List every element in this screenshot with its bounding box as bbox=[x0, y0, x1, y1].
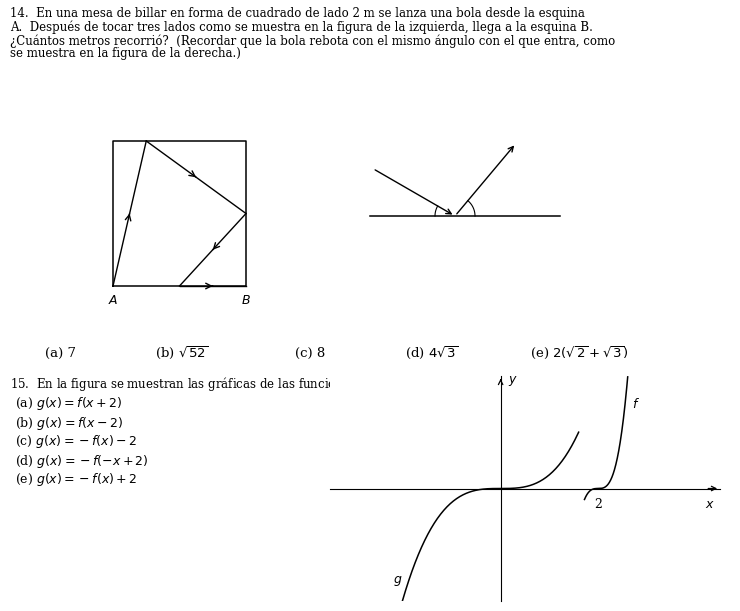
Text: $x$: $x$ bbox=[705, 499, 715, 511]
Text: (e) $2(\sqrt{2}+\sqrt{3})$: (e) $2(\sqrt{2}+\sqrt{3})$ bbox=[530, 345, 628, 362]
Text: (a) $g(x) = f(x+2)$: (a) $g(x) = f(x+2)$ bbox=[15, 395, 122, 412]
Text: 2: 2 bbox=[594, 499, 602, 511]
Text: $f$: $f$ bbox=[632, 398, 640, 411]
Text: (d) $g(x) = -f(-x+2)$: (d) $g(x) = -f(-x+2)$ bbox=[15, 453, 149, 469]
Text: se muestra en la figura de la derecha.): se muestra en la figura de la derecha.) bbox=[10, 48, 241, 60]
Text: $y$: $y$ bbox=[508, 374, 518, 388]
Text: (d) $4\sqrt{3}$: (d) $4\sqrt{3}$ bbox=[405, 345, 459, 362]
Text: 15.  En la figura se muestran las gráficas de las funciones $f$ y $g$.  ¿Cuál es: 15. En la figura se muestran las gráfica… bbox=[10, 375, 585, 393]
Text: 14.  En una mesa de billar en forma de cuadrado de lado 2 m se lanza una bola de: 14. En una mesa de billar en forma de cu… bbox=[10, 7, 585, 20]
Text: (b) $g(x) = f(x-2)$: (b) $g(x) = f(x-2)$ bbox=[15, 414, 123, 431]
Text: (c) $g(x) = -f(x) - 2$: (c) $g(x) = -f(x) - 2$ bbox=[15, 433, 137, 450]
Text: ¿Cuántos metros recorrió?  (Recordar que la bola rebota con el mismo ángulo con : ¿Cuántos metros recorrió? (Recordar que … bbox=[10, 34, 615, 48]
Text: (b) $\sqrt{52}$: (b) $\sqrt{52}$ bbox=[155, 345, 209, 362]
Text: $g$: $g$ bbox=[394, 574, 403, 588]
Text: $B$: $B$ bbox=[241, 294, 251, 307]
Text: (e) $g(x) = -f(x) + 2$: (e) $g(x) = -f(x) + 2$ bbox=[15, 472, 138, 489]
Text: $A$: $A$ bbox=[108, 294, 118, 307]
Text: (c) 8: (c) 8 bbox=[295, 346, 326, 359]
Text: (a) 7: (a) 7 bbox=[45, 346, 76, 359]
Text: A.  Después de tocar tres lados como se muestra en la figura de la izquierda, ll: A. Después de tocar tres lados como se m… bbox=[10, 21, 593, 34]
